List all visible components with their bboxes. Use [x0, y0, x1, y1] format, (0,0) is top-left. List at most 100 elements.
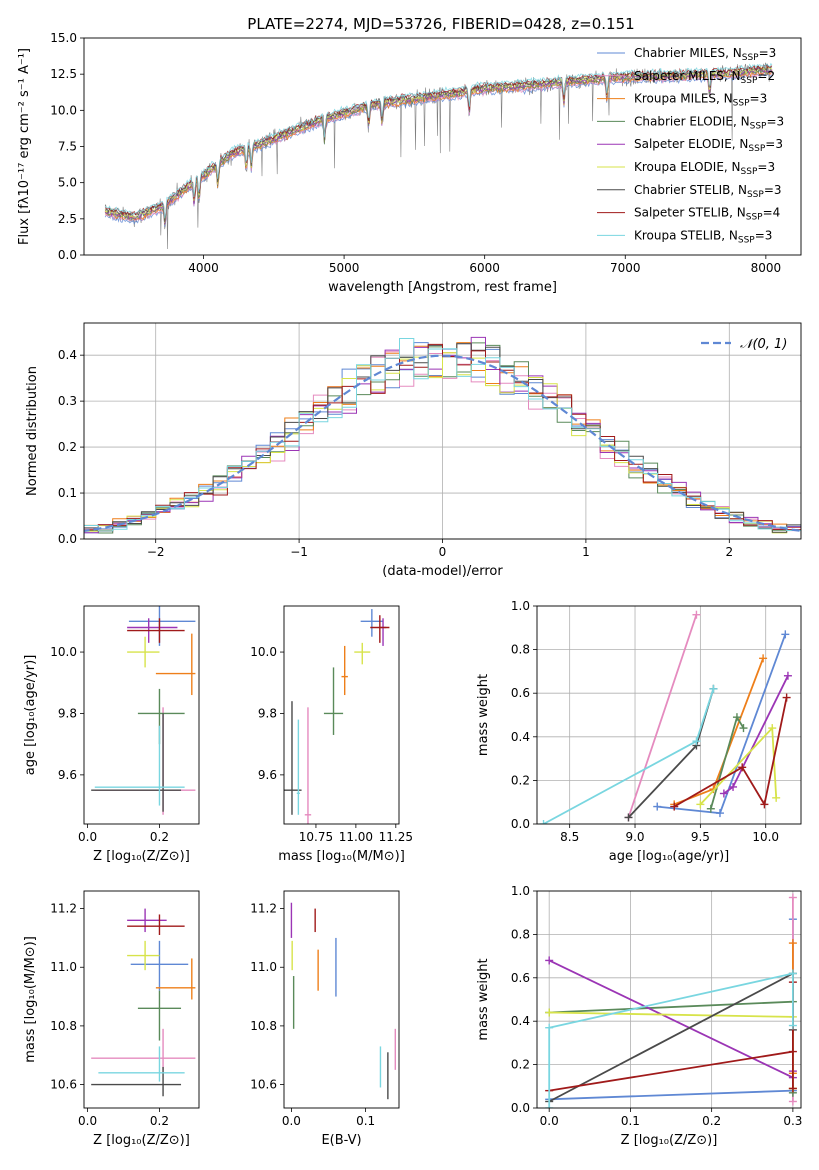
series-point-marker — [545, 1104, 554, 1108]
series-point-marker — [545, 956, 554, 965]
error-bar-marker — [379, 618, 387, 646]
error-bar-marker — [137, 990, 182, 1041]
series-point-marker — [719, 789, 728, 798]
error-bar-marker — [130, 940, 189, 991]
y-tick-label: 0.6 — [511, 686, 530, 700]
series-point-marker — [759, 654, 768, 663]
x-tick-label: 8.5 — [560, 830, 579, 844]
series-point-marker — [788, 939, 797, 948]
x-tick-label: 0.1 — [621, 1114, 640, 1128]
y-tick-label: 0.0 — [58, 532, 77, 546]
x-tick-label: −1 — [290, 545, 308, 559]
x-axis-label: Z [log₁₀(Z/Z⊙)] — [93, 1133, 190, 1148]
legend-entry: Chabrier MILES, NSSP=3 — [634, 46, 776, 63]
y-tick-label: 0.0 — [58, 248, 77, 262]
series-point-marker — [788, 969, 797, 978]
panel-mass_vs_Z: 0.0 0.2 10.6 10.8 11.0 11.2 Z [log₁₀(Z/Z⊙)] mas… — [23, 890, 200, 1148]
y-tick-label: 0.0 — [511, 1101, 530, 1115]
error-bar-marker — [354, 642, 371, 665]
series-point-marker — [545, 1008, 554, 1017]
y-tick-label: 0.1 — [58, 486, 77, 500]
error-bar-marker — [94, 707, 196, 815]
x-tick-label: 10.75 — [299, 830, 333, 844]
y-tick-label: 2.5 — [58, 212, 77, 226]
x-tick-label: 0.0 — [282, 1114, 301, 1128]
error-bar-marker — [127, 908, 167, 933]
series-line — [699, 725, 778, 806]
histogram-step — [84, 343, 801, 532]
error-bar-marker — [91, 1028, 196, 1070]
y-tick-label: 0.2 — [58, 440, 77, 454]
error-bar-marker — [128, 606, 196, 646]
y-axis-label: Flux [fλ10⁻¹⁷ erg cm⁻² s⁻¹ A⁻¹] — [17, 48, 32, 245]
histogram-step — [84, 338, 801, 534]
series-point-marker — [738, 763, 747, 772]
error-bar-marker — [127, 636, 160, 668]
y-tick-label: 10.0 — [50, 103, 77, 117]
x-tick-label: 0.2 — [150, 830, 169, 844]
series-point-marker — [692, 610, 701, 619]
series-point-marker — [788, 1097, 797, 1106]
x-tick-label: 11.25 — [379, 830, 413, 844]
y-tick-label: 11.0 — [50, 960, 77, 974]
series-point-marker — [706, 804, 715, 813]
legend-entry: Salpeter ELODIE, NSSP=3 — [634, 137, 783, 154]
panel-age_vs_mass: 10.75 11.00 11.25 9.6 9.8 10.0 mass [log₁₀(M/M… — [250, 605, 413, 864]
y-tick-label: 1.0 — [511, 884, 530, 898]
error-bar-marker — [91, 1066, 182, 1097]
series-line — [549, 1011, 794, 1089]
y-tick-label: 11.0 — [250, 960, 277, 974]
y-tick-label: 11.2 — [50, 902, 77, 916]
y-tick-label: 9.6 — [258, 768, 277, 782]
series-line — [548, 972, 794, 1103]
y-tick-label: 0.2 — [511, 773, 530, 787]
panel-spectrum: 4000 5000 6000 7000 8000 0.0 2.5 5.0 7.5 10.0 12.5… — [17, 31, 802, 295]
plot-area — [539, 610, 792, 824]
x-tick-label: 8000 — [751, 261, 782, 275]
y-tick-label: 9.6 — [58, 768, 77, 782]
axes-frame — [83, 322, 802, 540]
y-tick-label: 0.4 — [58, 348, 77, 362]
x-tick-label: 1 — [582, 545, 590, 559]
error-bar-marker — [296, 719, 300, 815]
x-tick-label: 9.5 — [691, 830, 710, 844]
y-tick-label: 0.0 — [511, 817, 530, 831]
error-bar-marker — [127, 940, 160, 971]
error-bar-marker — [323, 667, 344, 735]
series-point-marker — [696, 800, 705, 809]
error-bar-marker — [341, 645, 348, 696]
y-tick-label: 11.2 — [250, 902, 277, 916]
plot-area — [290, 902, 396, 1100]
panel-mass_vs_EBV: 0.0 0.1 10.6 10.8 11.0 11.2 E(B-V) — [250, 890, 400, 1148]
y-axis-label: mass weight — [476, 958, 491, 1040]
legend-entry: Kroupa STELIB, NSSP=3 — [634, 228, 772, 245]
series-point-marker — [624, 813, 633, 822]
error-bar-marker — [127, 914, 185, 935]
x-tick-label: 0.0 — [540, 1114, 559, 1128]
y-tick-label: 0.2 — [511, 1058, 530, 1072]
series-line — [673, 697, 788, 808]
legend-entry: Chabrier STELIB, NSSP=3 — [634, 183, 782, 200]
x-axis-label: (data-model)/error — [382, 564, 503, 579]
legend-entry: Chabrier ELODIE, NSSP=3 — [634, 114, 784, 131]
x-tick-label: 0.2 — [150, 1114, 169, 1128]
y-tick-label: 10.6 — [250, 1078, 277, 1092]
series-point-marker — [732, 713, 741, 722]
y-tick-label: 7.5 — [58, 140, 77, 154]
x-tick-label: 0.0 — [78, 1114, 97, 1128]
error-bar-marker — [155, 958, 196, 1000]
plot-area — [84, 336, 801, 538]
series-point-marker — [670, 802, 679, 811]
plot-area — [91, 908, 196, 1097]
error-bar-marker — [137, 688, 185, 745]
panel-massweight_vs_Z: 0.0 0.1 0.2 0.3 0.0 0.2 0.4 0.6 0.8 1.0 Z [log₁₀(Z… — [476, 884, 802, 1148]
x-tick-label: 0.1 — [356, 1114, 375, 1128]
y-axis-label: Normed distribution — [25, 366, 40, 496]
error-bar-marker — [91, 713, 182, 812]
plot-area — [91, 606, 196, 815]
x-tick-label: 0.2 — [702, 1114, 721, 1128]
series-point-marker — [545, 1023, 554, 1032]
legend-entry: Salpeter STELIB, NSSP=4 — [634, 206, 780, 223]
y-axis-label: mass [log₁₀(M/M⊙)] — [23, 936, 38, 1063]
